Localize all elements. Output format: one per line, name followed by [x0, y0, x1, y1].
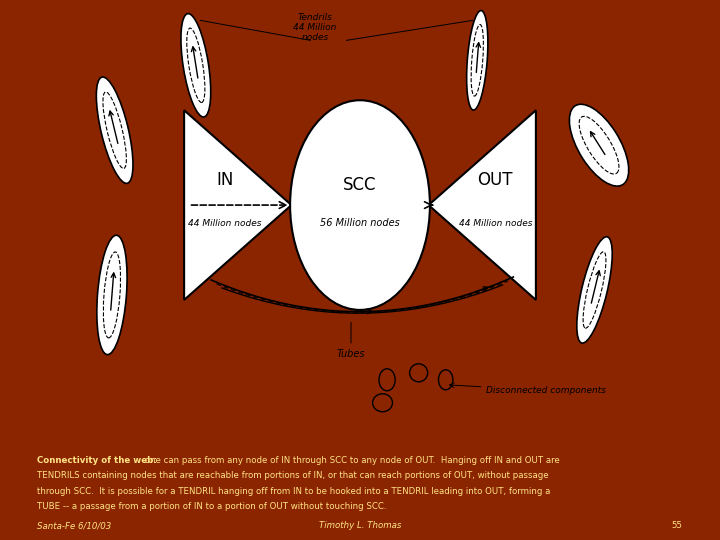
Text: 44 Million nodes: 44 Million nodes [188, 219, 261, 227]
Text: Tubes: Tubes [337, 322, 365, 359]
Text: TENDRILS containing nodes that are reachable from portions of IN, or that can re: TENDRILS containing nodes that are reach… [37, 471, 549, 481]
Text: OUT: OUT [477, 171, 513, 189]
Text: through SCC.  It is possible for a TENDRIL hanging off from IN to be hooked into: through SCC. It is possible for a TENDRI… [37, 487, 551, 496]
Ellipse shape [467, 11, 488, 110]
Text: Connectivity of the web:: Connectivity of the web: [37, 456, 157, 465]
Ellipse shape [570, 104, 629, 186]
Polygon shape [428, 110, 536, 300]
Text: 55: 55 [672, 521, 683, 530]
Ellipse shape [577, 237, 612, 343]
Text: Timothy L. Thomas: Timothy L. Thomas [319, 521, 401, 530]
Ellipse shape [290, 100, 430, 310]
Ellipse shape [96, 77, 133, 184]
Ellipse shape [181, 14, 211, 117]
Polygon shape [184, 110, 292, 300]
Text: Santa-Fe 6/10/03: Santa-Fe 6/10/03 [37, 521, 112, 530]
Text: one can pass from any node of IN through SCC to any node of OUT.  Hanging off IN: one can pass from any node of IN through… [142, 456, 559, 465]
Text: IN: IN [216, 171, 233, 189]
Text: 56 Million nodes: 56 Million nodes [320, 218, 400, 228]
Text: 44 Million nodes: 44 Million nodes [459, 219, 532, 227]
Text: TUBE -- a passage from a portion of IN to a portion of OUT without touching SCC.: TUBE -- a passage from a portion of IN t… [37, 502, 387, 511]
Ellipse shape [96, 235, 127, 355]
Text: Tendrils
44 Million
nodes: Tendrils 44 Million nodes [293, 12, 336, 42]
Text: Disconnected components: Disconnected components [449, 383, 606, 395]
Text: SCC: SCC [343, 176, 377, 194]
